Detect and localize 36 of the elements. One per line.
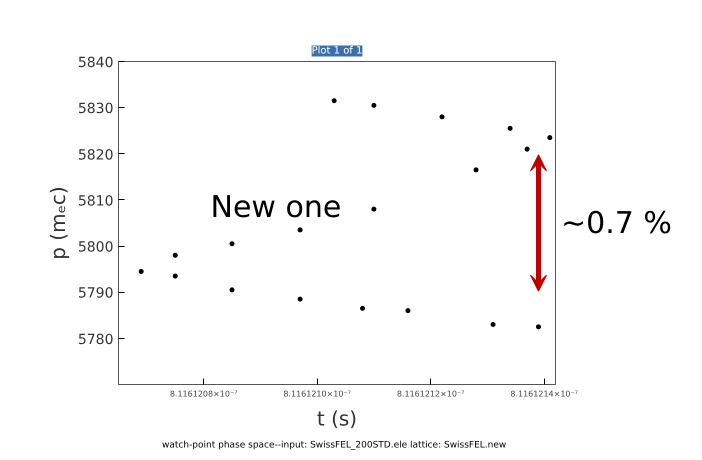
- point: [536, 324, 541, 330]
- point: [508, 126, 513, 131]
- y-tick-label: 5810: [78, 193, 114, 210]
- text: ~0.7 %: [561, 205, 672, 243]
- x-axis-title: t (s): [316, 406, 358, 430]
- point: [332, 98, 337, 104]
- point: [138, 268, 144, 274]
- text: watch-point phase space--input: SwissFEL_200STD.ele lattice: SwissFEL.new: [162, 440, 506, 450]
- point: [360, 306, 366, 311]
- point: [490, 322, 496, 328]
- annotation: New one: [210, 190, 342, 225]
- point: [439, 114, 444, 120]
- point: [230, 241, 235, 246]
- point: [172, 274, 178, 279]
- point: [230, 287, 235, 292]
- point: [405, 308, 410, 314]
- y-axis-title: p (mₑc): [46, 186, 70, 260]
- point: [371, 206, 376, 212]
- chart-title: Plot 1 of 1: [312, 46, 362, 56]
- y-tick-label: 5780: [78, 332, 114, 348]
- point: [524, 146, 530, 152]
- y-tick-label: 5820: [78, 147, 114, 164]
- point: [547, 135, 552, 140]
- y-tick-label: 5830: [78, 101, 114, 118]
- point: [298, 296, 303, 302]
- y-tick-label: 5800: [78, 240, 114, 256]
- x-tick-label: 8.1161212×10⁻⁷: [396, 390, 464, 398]
- point: [298, 227, 303, 232]
- y-tick-label: 5840: [78, 55, 114, 71]
- x-tick-label: 8.1161208×10⁻⁷: [170, 390, 238, 398]
- x-tick-label: 8.1161214×10⁻⁷: [510, 390, 578, 398]
- point: [172, 252, 178, 258]
- y-tick-label: 5790: [78, 286, 114, 302]
- point: [474, 167, 479, 172]
- x-tick-label: 8.1161210×10⁻⁷: [283, 390, 351, 398]
- point: [371, 102, 376, 108]
